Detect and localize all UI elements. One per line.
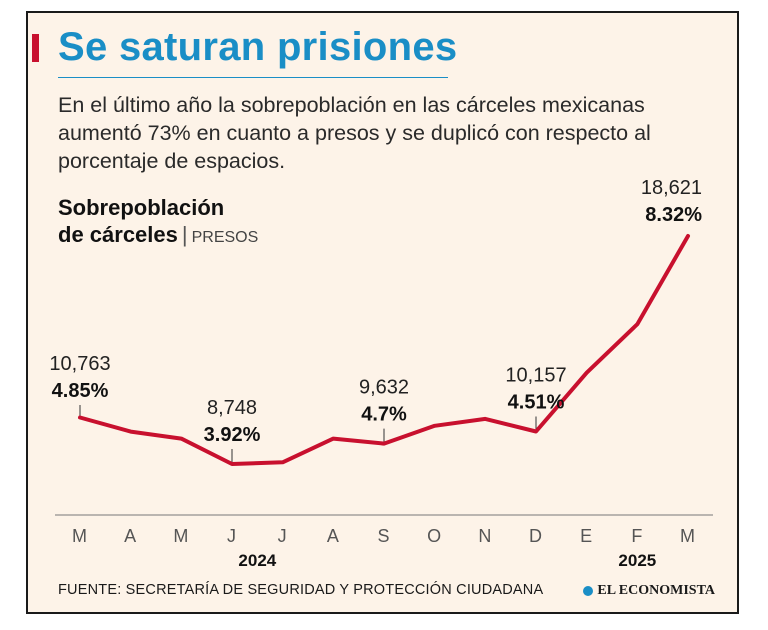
accent-bar xyxy=(32,34,39,62)
x-tick-label: A xyxy=(327,526,340,546)
x-tick-label: S xyxy=(377,526,390,546)
chart-title-separator: | xyxy=(181,222,188,247)
value-label: 10,763 xyxy=(49,353,110,375)
x-tick-label: J xyxy=(227,526,237,546)
infographic-card: Se saturan prisiones En el último año la… xyxy=(26,11,739,614)
chart-title: Sobrepoblación de cárceles | PRESOS xyxy=(58,194,258,251)
brand-name: EL ECONOMISTA xyxy=(597,583,715,598)
year-labels: 2024 2025 xyxy=(238,551,656,570)
subtitle: En el último año la sobrepoblación en la… xyxy=(58,93,651,173)
brand-logo: EL ECONOMISTA xyxy=(583,583,715,599)
x-tick-label: A xyxy=(124,526,137,546)
value-label: 9,632 xyxy=(359,377,409,399)
data-labels: 10,763 4.85% 8,748 3.92% 9,632 4.7% 10,157 4.51… xyxy=(49,177,702,446)
x-tick-label: E xyxy=(580,526,593,546)
year-label: 2024 xyxy=(238,551,276,570)
x-tick-label: F xyxy=(631,526,643,546)
page-title: Se saturan prisiones xyxy=(58,25,458,69)
year-label: 2025 xyxy=(618,551,656,570)
chart-title-line1: Sobrepoblación xyxy=(58,195,225,220)
value-label: 8,748 xyxy=(207,397,257,419)
percent-label: 8.32% xyxy=(645,204,702,226)
x-tick-label: M xyxy=(680,526,696,546)
percent-label: 4.51% xyxy=(508,391,565,413)
x-tick-label: M xyxy=(173,526,189,546)
x-tick-label: M xyxy=(72,526,88,546)
percent-label: 3.92% xyxy=(204,424,261,446)
x-tick-label: O xyxy=(427,526,442,546)
series-line xyxy=(78,234,690,466)
chart-unit: PRESOS xyxy=(191,229,259,246)
x-tick-label: D xyxy=(529,526,543,546)
chart-title-line2: de cárceles xyxy=(58,222,178,247)
value-label: 10,157 xyxy=(505,364,566,386)
source-footer: FUENTE: SECRETARÍA DE SEGURIDAD Y PROTEC… xyxy=(58,582,544,598)
percent-label: 4.7% xyxy=(361,404,407,426)
x-tick-label: J xyxy=(278,526,288,546)
value-label: 18,621 xyxy=(641,177,702,199)
globe-icon xyxy=(583,586,594,596)
title-underline xyxy=(58,77,448,78)
percent-label: 4.85% xyxy=(52,380,109,402)
x-tick-label: N xyxy=(478,526,492,546)
